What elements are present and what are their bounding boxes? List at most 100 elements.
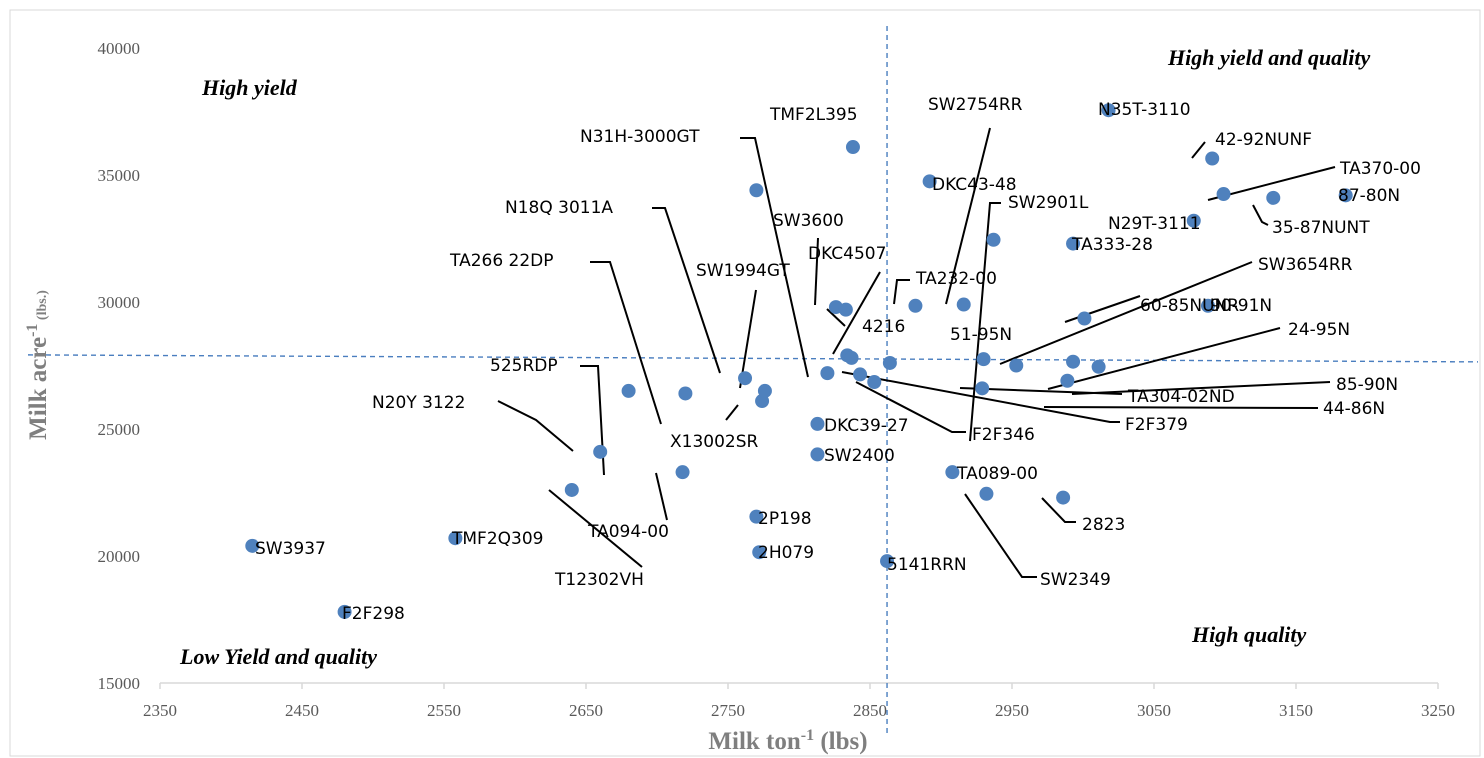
data-point bbox=[1205, 151, 1220, 166]
data-points bbox=[245, 103, 1353, 619]
point-labels: SW3937 F2F298 TMF2Q309 T12302VH N20Y 3122 525… bbox=[255, 95, 1421, 624]
leader-line bbox=[999, 261, 1253, 365]
leader-line bbox=[893, 279, 910, 305]
point-label: SW2901L bbox=[1008, 193, 1089, 213]
data-point bbox=[1077, 311, 1092, 326]
data-point bbox=[810, 416, 825, 431]
data-point bbox=[738, 371, 753, 386]
data-point bbox=[1060, 373, 1075, 388]
axes: 2350 2450 2550 2650 2750 2850 2950 3050 3150 3250… bbox=[98, 39, 1456, 720]
x-tick-label: 2850 bbox=[853, 701, 887, 720]
point-label: TA266 22DP bbox=[449, 251, 554, 271]
point-label: SW3600 bbox=[773, 211, 844, 231]
leader-line bbox=[964, 493, 1037, 578]
leader-line bbox=[1252, 204, 1269, 226]
x-axis-title-suffix: (lbs) bbox=[814, 728, 867, 755]
point-label: TA232-00 bbox=[915, 269, 997, 289]
quadrant-label-bottom-left: Low Yield and quality bbox=[179, 644, 377, 669]
leader-line bbox=[725, 404, 739, 421]
data-point bbox=[245, 538, 260, 553]
point-label: 51-95N bbox=[950, 325, 1012, 345]
data-point bbox=[1200, 298, 1215, 313]
x-tick-label: 2950 bbox=[995, 701, 1029, 720]
y-tick-label: 35000 bbox=[98, 166, 141, 185]
quadrant-label-top-right: High yield and quality bbox=[1167, 45, 1371, 70]
leader-line bbox=[497, 400, 574, 452]
leader-line bbox=[1043, 406, 1319, 409]
point-label: F2F346 bbox=[972, 425, 1035, 445]
horizontal-reference-line bbox=[27, 354, 1479, 363]
data-point bbox=[956, 297, 971, 312]
y-tick-label: 25000 bbox=[98, 420, 141, 439]
data-point bbox=[986, 232, 1001, 247]
point-label: 60-85NUNR bbox=[1140, 296, 1239, 316]
leader-line bbox=[832, 271, 881, 355]
x-tick-label: 3150 bbox=[1279, 701, 1313, 720]
data-point bbox=[945, 465, 960, 480]
data-point bbox=[908, 298, 923, 313]
leader-line bbox=[855, 381, 966, 433]
leader-line bbox=[969, 202, 1001, 442]
point-label: SW2754RR bbox=[928, 95, 1023, 115]
data-point bbox=[749, 183, 764, 198]
point-label: N31H-3000GT bbox=[580, 127, 700, 147]
x-tick-label: 2550 bbox=[427, 701, 461, 720]
data-point bbox=[1009, 358, 1024, 373]
point-label: T12302VH bbox=[554, 570, 644, 590]
x-tick-label: 2750 bbox=[711, 701, 745, 720]
point-label: 42-92NUNF bbox=[1215, 130, 1312, 150]
leader-line bbox=[548, 489, 643, 568]
x-tick-label: 3050 bbox=[1137, 701, 1171, 720]
data-point bbox=[976, 352, 991, 367]
point-label: X13002SR bbox=[670, 432, 759, 452]
leader-line bbox=[1047, 327, 1281, 390]
point-label: 87-80N bbox=[1338, 186, 1400, 206]
point-label: TA089-00 bbox=[956, 464, 1038, 484]
leader-line bbox=[590, 261, 662, 425]
x-axis-title-main: Milk ton bbox=[708, 728, 800, 755]
data-point bbox=[749, 509, 764, 524]
data-point bbox=[1266, 190, 1281, 205]
point-label: SW3937 bbox=[255, 539, 326, 559]
data-point bbox=[1066, 236, 1081, 251]
data-point bbox=[1066, 354, 1081, 369]
x-tick-label: 2450 bbox=[285, 701, 319, 720]
point-label: SW2400 bbox=[824, 446, 895, 466]
point-label: TA304-02ND bbox=[1127, 387, 1235, 407]
leader-line bbox=[826, 308, 846, 327]
point-label: F2F379 bbox=[1125, 415, 1188, 435]
y-axis-title-main: Milk acre bbox=[25, 337, 52, 440]
x-tick-label: 2650 bbox=[569, 701, 603, 720]
point-label: 85-90N bbox=[1336, 375, 1398, 395]
data-point bbox=[678, 386, 693, 401]
data-point bbox=[752, 545, 767, 560]
data-point bbox=[564, 482, 579, 497]
point-label: TMF2L395 bbox=[769, 105, 858, 125]
data-point bbox=[810, 447, 825, 462]
point-label: 2P198 bbox=[758, 509, 812, 529]
leader-line bbox=[814, 237, 819, 306]
data-point bbox=[844, 350, 859, 365]
data-point bbox=[1186, 213, 1201, 228]
quadrant-label-bottom-right: High quality bbox=[1191, 622, 1307, 647]
point-label: SW1994GT bbox=[696, 261, 790, 281]
point-label: N20Y 3122 bbox=[372, 393, 465, 413]
point-label: DKC4507 bbox=[808, 244, 886, 264]
x-tick-label: 2350 bbox=[143, 701, 177, 720]
data-point bbox=[867, 375, 882, 390]
data-point bbox=[757, 383, 772, 398]
point-label: TA333-28 bbox=[1071, 235, 1153, 255]
leader-line bbox=[580, 365, 605, 476]
leader-line bbox=[652, 207, 721, 374]
leader-line bbox=[841, 371, 1120, 423]
y-tick-label: 30000 bbox=[98, 293, 141, 312]
data-point bbox=[1216, 187, 1231, 202]
data-point bbox=[1091, 359, 1106, 374]
data-point bbox=[337, 604, 352, 619]
y-tick-label: 20000 bbox=[98, 547, 141, 566]
point-label: N18Q 3011A bbox=[505, 198, 613, 218]
data-point bbox=[882, 355, 897, 370]
data-point bbox=[975, 381, 990, 396]
point-label: 2H079 bbox=[758, 543, 814, 563]
point-label: DKC43-48 bbox=[932, 175, 1017, 195]
